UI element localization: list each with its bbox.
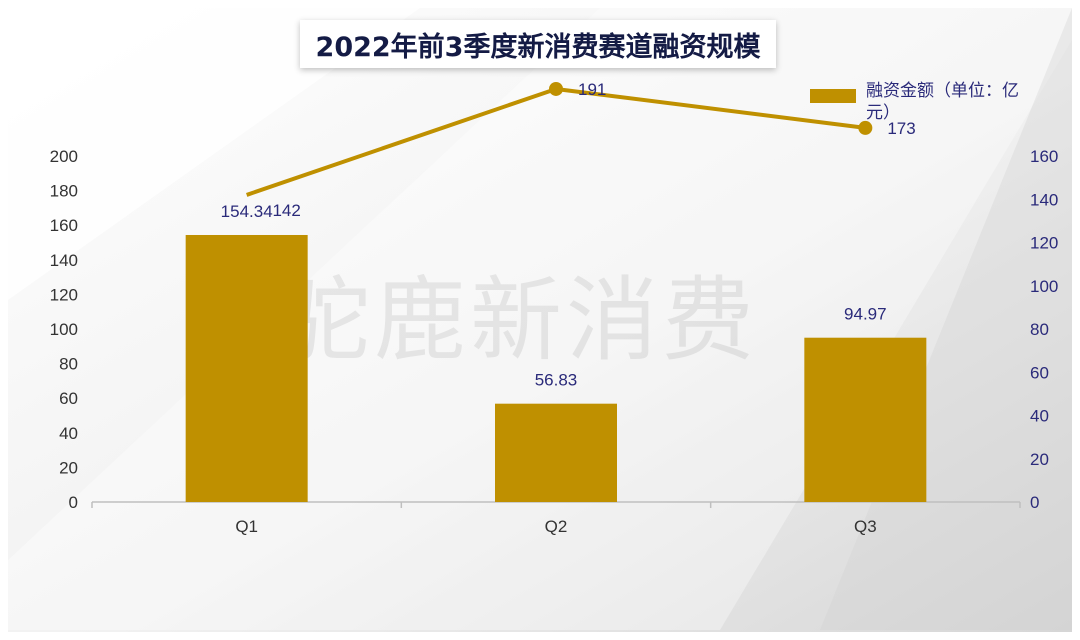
y-left-tick-label: 180 [50,182,78,201]
line-point [549,81,563,96]
y-left-tick-label: 0 [69,493,78,512]
y-left-tick-label: 80 [59,355,78,374]
chart-title-box: 2022年前3季度新消费赛道融资规模 [300,20,776,68]
bar [495,403,617,502]
line-data-label: 173 [887,119,915,138]
y-right-tick-label: 20 [1030,450,1049,469]
y-left-tick-label: 120 [50,285,78,304]
x-tick-label: Q2 [545,517,568,536]
y-right-tick-label: 160 [1030,147,1058,166]
chart-title: 2022年前3季度新消费赛道融资规模 [315,31,761,63]
line-data-label: 191 [578,80,606,99]
bar-data-label: 56.83 [535,371,578,390]
legend-label: 融资金额（单位：亿元） [866,81,1019,123]
bar-data-label: 154.34 [221,202,273,221]
line-point [858,120,873,135]
y-right-tick-label: 120 [1030,234,1058,253]
y-right-tick-label: 60 [1030,363,1049,382]
line-data-label: 142 [272,201,300,220]
y-left-tick-label: 40 [59,424,78,443]
y-right-tick-label: 80 [1030,320,1049,339]
y-left-tick-label: 200 [50,147,78,166]
watermark-text: 驼鹿新消费 [278,267,759,374]
bar [185,234,308,502]
y-right-tick-label: 100 [1030,277,1058,296]
y-left-tick-label: 160 [50,216,78,235]
y-right-tick-label: 0 [1030,493,1039,512]
bar [804,337,927,502]
bar-data-label: 94.97 [844,305,887,324]
x-tick-label: Q1 [235,517,258,536]
y-right-tick-label: 140 [1030,190,1058,209]
y-right-tick-label: 40 [1030,407,1049,426]
x-tick-label: Q3 [854,517,877,536]
y-left-tick-label: 20 [59,458,78,477]
series-line [246,86,866,197]
legend-swatch-bar [810,89,856,103]
y-left-tick-label: 100 [50,320,78,339]
y-left-tick-label: 60 [59,389,78,408]
y-left-tick-label: 140 [50,251,78,270]
